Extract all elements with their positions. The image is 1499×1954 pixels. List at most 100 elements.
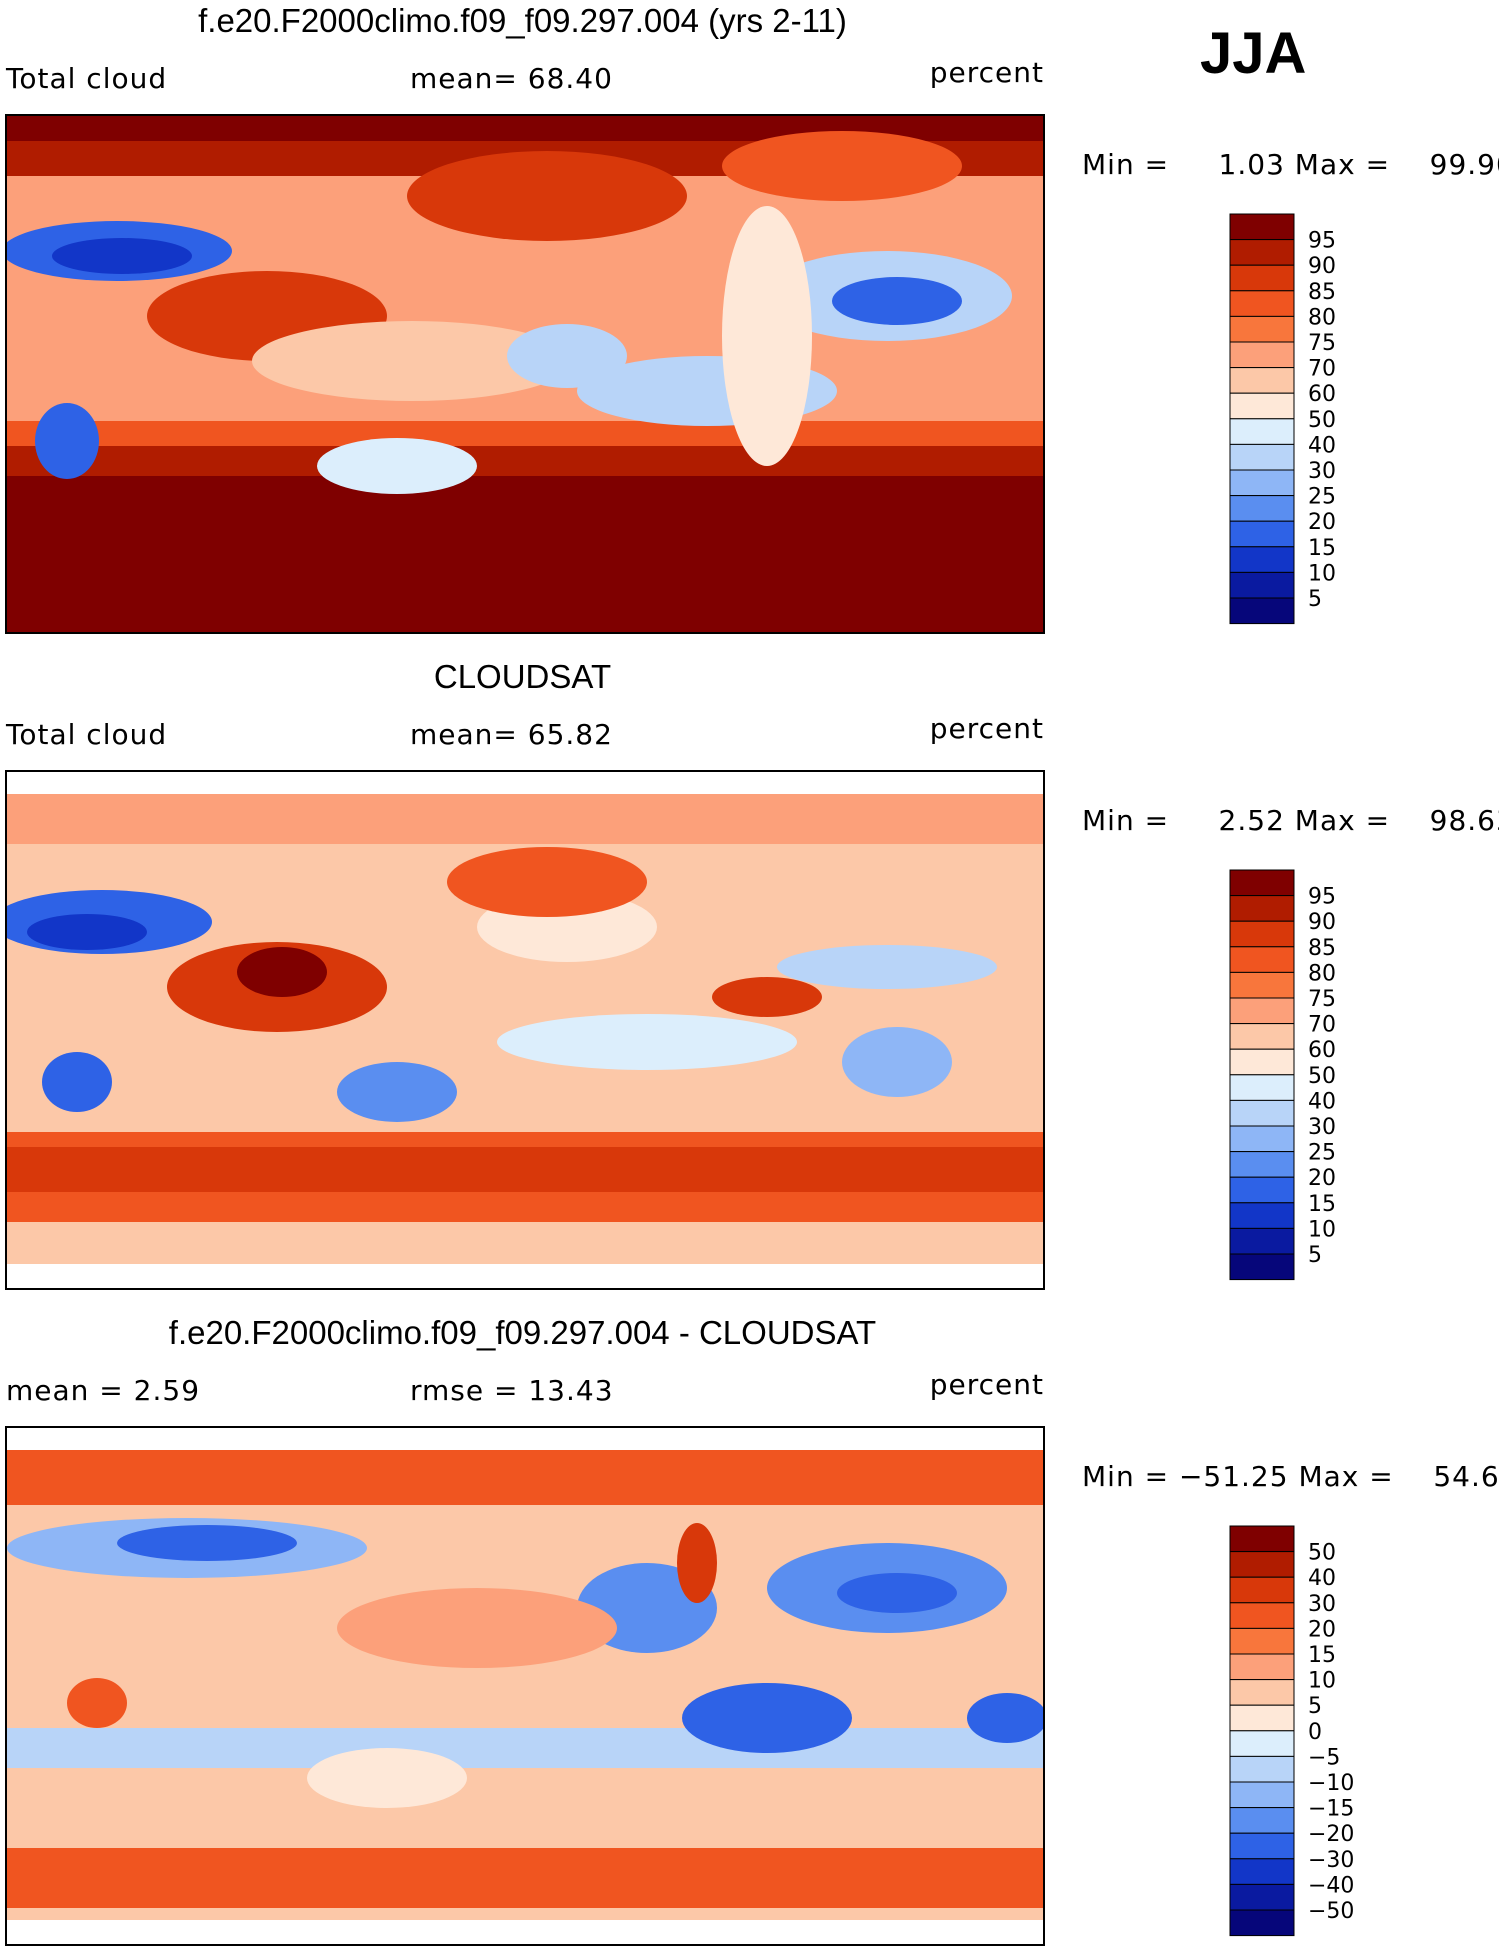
colorbar-swatch	[1229, 571, 1295, 599]
colorbar-swatch	[1229, 520, 1295, 548]
map-region-atlantic	[837, 1573, 957, 1613]
map-region-north-atlantic	[722, 131, 962, 201]
colorbar-swatch	[1229, 946, 1295, 973]
colorbar-swatch	[1229, 1253, 1295, 1281]
colorbar-swatch	[1229, 546, 1295, 573]
min-max-label: Min = 1.03 Max = 99.90	[1082, 148, 1499, 181]
colorbar-tick-label: 95	[1308, 885, 1336, 910]
colorbar-swatch	[1229, 1755, 1295, 1783]
map-region-australia	[337, 1062, 457, 1122]
colorbar-swatch	[1229, 1048, 1295, 1076]
colorbar-swatch	[1229, 1679, 1295, 1706]
colorbar-tick-label: 15	[1308, 1643, 1336, 1668]
map-region-australia	[307, 1748, 467, 1808]
colorbar-swatch	[1229, 895, 1295, 922]
colorbar-tick-label: 95	[1308, 229, 1336, 254]
panel-title: f.e20.F2000climo.f09_f09.297.004 - CLOUD…	[168, 1314, 877, 1351]
colorbar-tick-label: 40	[1308, 1566, 1336, 1591]
map-region-eurasia	[117, 1525, 297, 1561]
rmse-label: rmse = 13.43	[410, 1374, 614, 1407]
season-label: JJA	[1200, 21, 1307, 86]
colorbar-tick-label: 20	[1308, 1617, 1336, 1642]
map-region-americas	[722, 206, 812, 466]
colorbar-tick-label: −10	[1308, 1771, 1354, 1796]
colorbar-tick-label: 15	[1308, 1192, 1336, 1217]
colorbar-swatch	[1229, 1525, 1295, 1553]
colorbar-swatch	[1229, 264, 1295, 292]
colorbar-swatch	[1229, 1151, 1295, 1178]
colorbar-swatch	[1229, 869, 1295, 897]
map-region-se-pacific	[497, 1014, 797, 1070]
colorbar-swatch	[1229, 597, 1295, 625]
colorbar-swatch	[1229, 1099, 1295, 1127]
map-region-southern-africa	[42, 1052, 112, 1112]
map-region-south-atlantic	[967, 1693, 1043, 1743]
colorbar-tick-label: 10	[1308, 1669, 1336, 1694]
map-arctic-band	[7, 1450, 1043, 1505]
colorbar-swatch	[1229, 1227, 1295, 1255]
map-southern-band	[7, 1848, 1043, 1908]
colorbar-tick-label: 60	[1308, 382, 1336, 407]
colorbar-tick-label: 30	[1308, 459, 1336, 484]
colorbar-tick-label: 15	[1308, 536, 1336, 561]
cloud-fraction-map	[7, 116, 1043, 632]
map-southern-band	[7, 476, 1043, 632]
map-region-north-pacific	[447, 847, 647, 917]
colorbar-tick-label: 90	[1308, 254, 1336, 279]
colorbar-swatch	[1229, 495, 1295, 522]
colorbar-tick-label: 25	[1308, 1141, 1336, 1166]
colorbar-tick-label: 0	[1308, 1720, 1322, 1745]
colorbar-tick-label: 5	[1308, 587, 1322, 612]
colorbar-tick-label: 70	[1308, 357, 1336, 382]
map-southern-band	[7, 446, 1043, 476]
units-label: percent	[929, 56, 1044, 89]
colorbar-tick-label: 75	[1308, 331, 1336, 356]
colorbar-tick-label: 10	[1308, 1217, 1336, 1242]
cloud-fraction-map	[7, 772, 1043, 1288]
colorbar-swatch	[1229, 239, 1295, 266]
colorbar-tick-label: −5	[1308, 1745, 1340, 1770]
units-label: percent	[929, 712, 1044, 745]
map-region-brazil	[842, 1027, 952, 1097]
colorbar: 95 90 85 80 75 70 60 50 40 30 25 20 15 10 5	[1228, 212, 1368, 632]
colorbar-swatch	[1229, 1730, 1295, 1757]
colorbar-tick-label: −15	[1308, 1797, 1354, 1822]
colorbar-tick-label: 40	[1308, 433, 1336, 458]
panel-title: f.e20.F2000climo.f09_f09.297.004 (yrs 2-…	[198, 2, 847, 39]
colorbar-swatch	[1229, 920, 1295, 948]
colorbar-swatch	[1229, 1023, 1295, 1050]
colorbar-swatch	[1229, 1125, 1295, 1153]
map-arctic-band	[7, 794, 1043, 844]
colorbar-swatch	[1229, 1202, 1295, 1229]
map-region-australia	[317, 438, 477, 494]
colorbar-tick-label: −30	[1308, 1848, 1354, 1873]
colorbar-swatch	[1229, 971, 1295, 999]
map-region-pacific	[252, 321, 572, 401]
map-region-west-pacific	[337, 1588, 617, 1668]
colorbar-tick-label: 5	[1308, 1694, 1322, 1719]
colorbar-tick-label: 30	[1308, 1592, 1336, 1617]
colorbar: 50 40 30 20 15 10 5 0 −5 −10 −15 −20 −30 −40 −50	[1228, 1524, 1368, 1944]
mean-label: mean= 65.82	[410, 718, 613, 751]
colorbar-tick-label: 80	[1308, 305, 1336, 330]
map-region-california	[677, 1523, 717, 1603]
colorbar-swatch	[1229, 290, 1295, 317]
colorbar-swatch	[1229, 443, 1295, 471]
colorbar-swatch	[1229, 1576, 1295, 1604]
colorbar-swatch	[1229, 1176, 1295, 1204]
variable-label: Total cloud	[6, 62, 168, 95]
colorbar-tick-label: 40	[1308, 1089, 1336, 1114]
mean-label: mean = 2.59	[6, 1374, 201, 1407]
colorbar-swatch	[1229, 1704, 1295, 1732]
colorbar-swatch	[1229, 1858, 1295, 1885]
colorbar-tick-label: 50	[1308, 1064, 1336, 1089]
colorbar-tick-label: 85	[1308, 936, 1336, 961]
cloud-difference-map	[7, 1428, 1043, 1944]
mean-label: mean= 68.40	[410, 62, 613, 95]
colorbar-swatch	[1229, 392, 1295, 420]
colorbar-swatch	[1229, 1653, 1295, 1681]
colorbar-tick-label: 70	[1308, 1013, 1336, 1038]
